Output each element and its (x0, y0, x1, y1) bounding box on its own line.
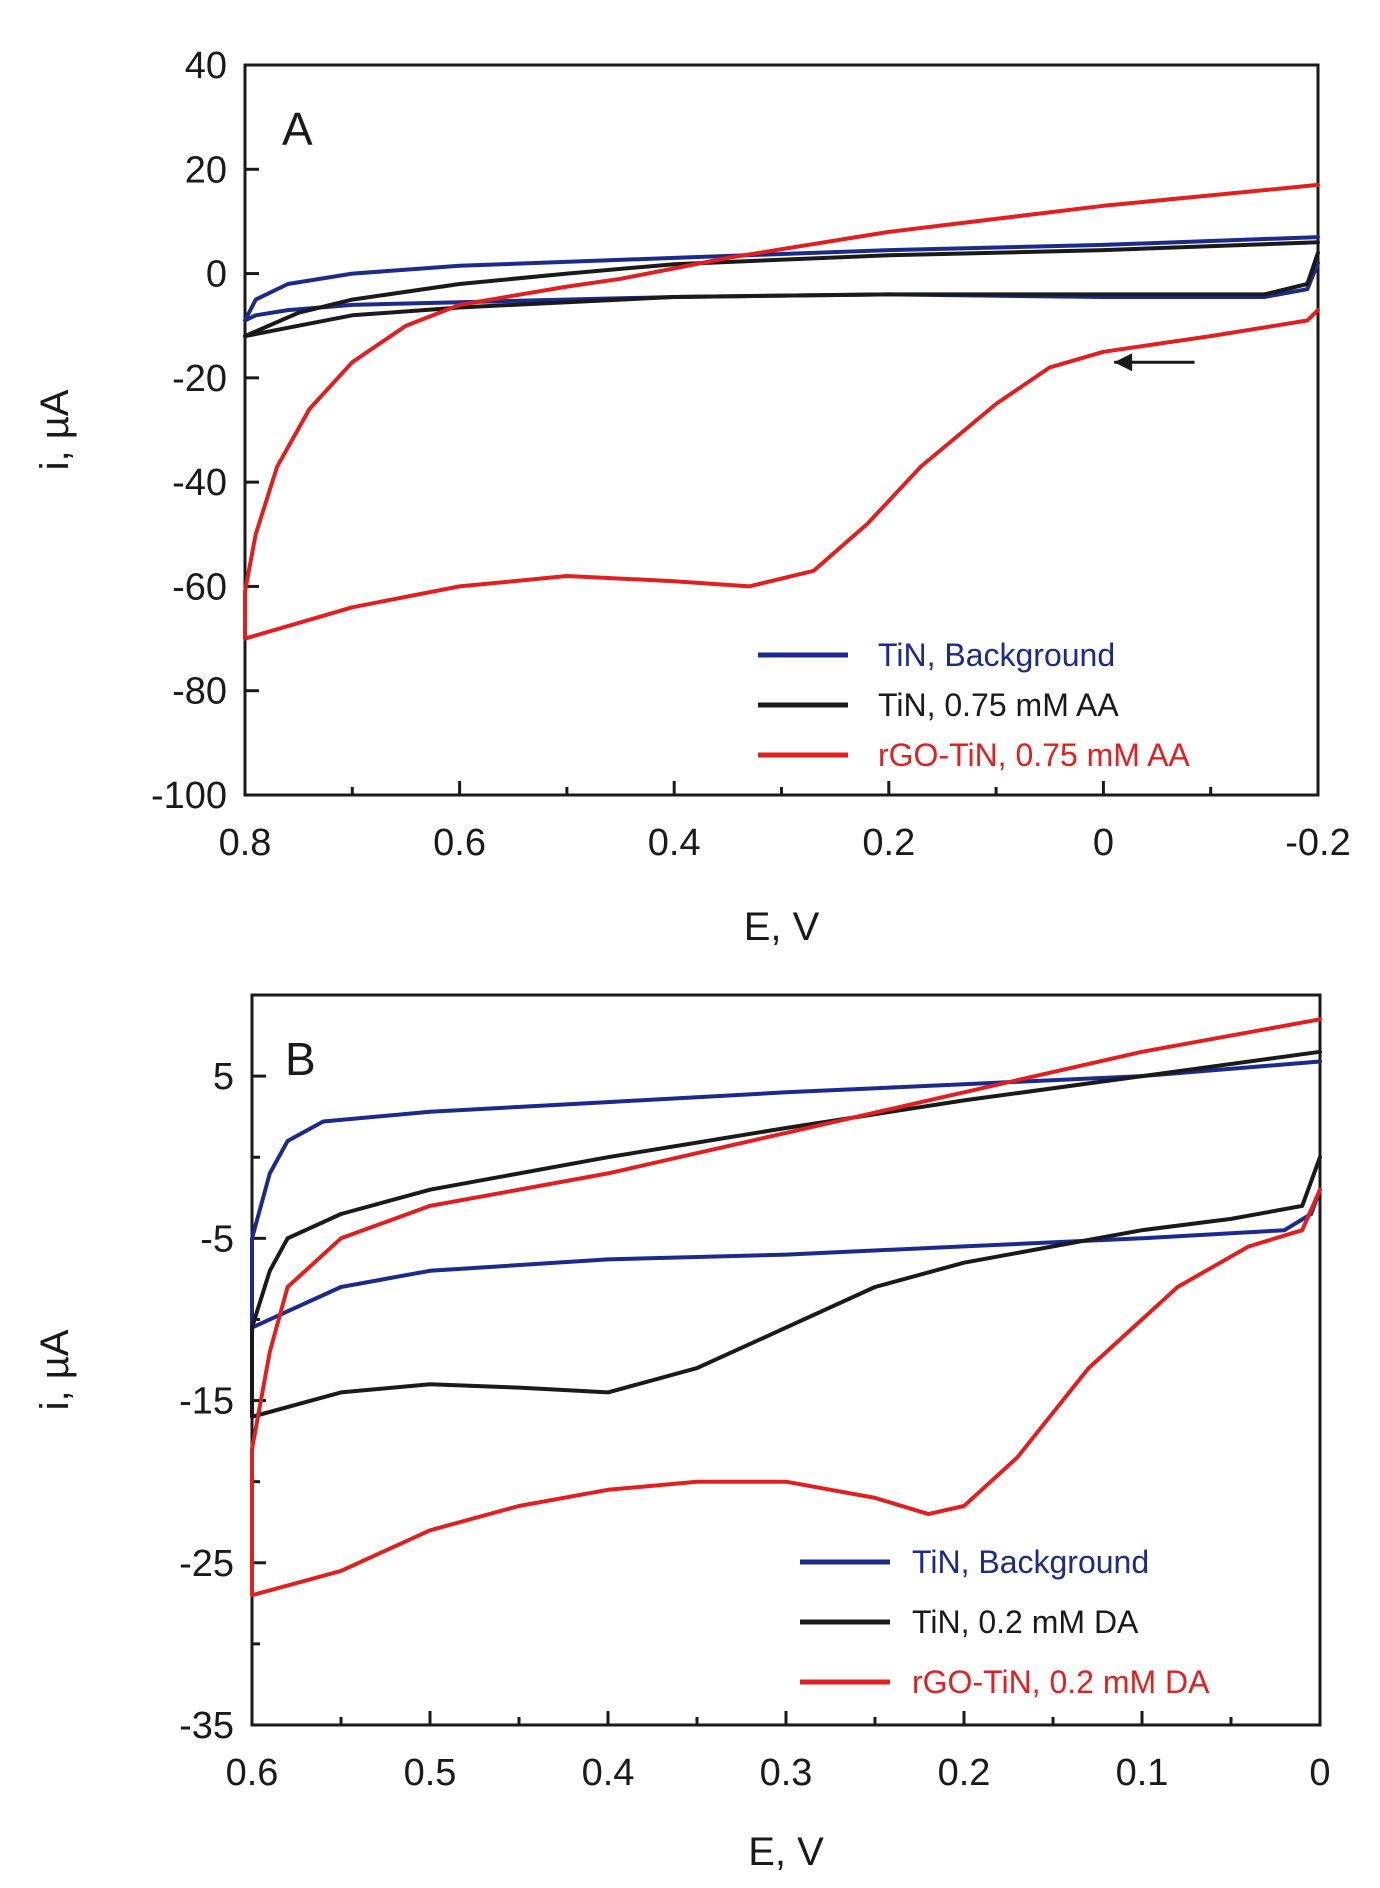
y-tick-label: -20 (172, 358, 227, 400)
y-tick-label: 0 (206, 254, 227, 296)
legend-label-2: TiN, 0.2 mM DA (912, 1604, 1139, 1640)
x-tick-label: 0.2 (938, 1752, 991, 1794)
panel-b-chart: 0.6 0.5 0.4 0.3 0.2 0.1 0 5 -5 -15 -25 -35 E, V i, µA… (33, 993, 1331, 1874)
y-tick-label: 40 (185, 45, 227, 87)
panel-label: B (285, 1033, 316, 1085)
y-tick-label: 20 (185, 149, 227, 191)
scan-arrow-head (1114, 353, 1133, 372)
legend-label-1: TiN, Background (912, 1544, 1149, 1580)
series-line-3 (243, 182, 1320, 641)
x-tick-label: -0.2 (1285, 822, 1350, 864)
x-axis-title: E, V (748, 1830, 824, 1874)
plot-frame (250, 993, 1322, 1727)
x-tick-label: 0.5 (404, 1752, 457, 1794)
legend-label-1: TiN, Background (878, 637, 1115, 673)
series-line-1 (243, 235, 1320, 323)
x-tick-label: 0 (1093, 822, 1114, 864)
x-tick-label: 0 (1309, 1752, 1330, 1794)
y-axis-title: i, µA (33, 1329, 77, 1410)
x-tick-label: 0.6 (226, 1752, 279, 1794)
y-axis-title: i, µA (33, 389, 77, 470)
x-tick-label: 0.4 (648, 822, 701, 864)
legend-label-2: TiN, 0.75 mM AA (878, 687, 1119, 723)
x-axis-title: E, V (744, 905, 820, 949)
x-tick-label: 0.4 (582, 1752, 635, 1794)
y-tick-label: -25 (179, 1543, 234, 1585)
panel-a-chart: 0.8 0.6 0.4 0.2 0 -0.2 40 20 0 -20 -40 -60 -80 -100 E,… (33, 45, 1351, 949)
series-line-2 (243, 240, 1320, 339)
x-tick-label: 0.3 (760, 1752, 813, 1794)
y-tick-label: -35 (179, 1705, 234, 1747)
y-tick-label: -15 (179, 1381, 234, 1423)
x-tick-label: 0.6 (433, 822, 486, 864)
y-tick-label: 5 (213, 1056, 234, 1098)
y-tick-label: -100 (151, 775, 227, 817)
plot-frame (243, 63, 1320, 797)
y-tick-label: -60 (172, 566, 227, 608)
series-line-3 (250, 1017, 1322, 1598)
series-line-2 (250, 1049, 1322, 1419)
legend-label-3: rGO-TiN, 0.75 mM AA (878, 737, 1190, 773)
legend-label-3: rGO-TiN, 0.2 mM DA (912, 1664, 1210, 1700)
x-tick-label: 0.8 (219, 822, 272, 864)
y-tick-label: -80 (172, 671, 227, 713)
x-tick-label: 0.1 (1116, 1752, 1169, 1794)
y-tick-label: -40 (172, 462, 227, 504)
panel-label: A (282, 103, 313, 155)
y-tick-label: -5 (200, 1218, 234, 1260)
x-tick-label: 0.2 (862, 822, 915, 864)
